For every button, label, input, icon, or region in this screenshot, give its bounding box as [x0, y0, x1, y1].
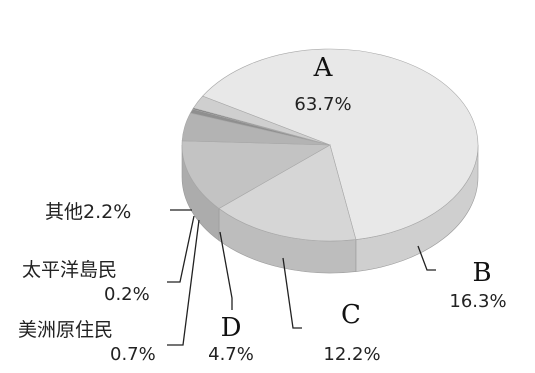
slice-value-d: 4.7% — [208, 344, 254, 365]
slice-label-a: A — [313, 53, 334, 83]
slice-value-other: 2.2% — [83, 201, 131, 223]
slice-value-a: 63.7% — [294, 94, 351, 115]
slice-label-other: 其他2.2% — [45, 201, 131, 223]
slice-label-pacific: 太平洋島民 — [22, 259, 117, 281]
slice-value-b: 16.3% — [449, 291, 506, 312]
leader-line-c — [282, 257, 302, 329]
slice-label-b: B — [472, 258, 491, 288]
slice-label-c: C — [341, 300, 361, 330]
leader-line-b — [417, 245, 436, 271]
slice-label-amerindian: 美洲原住民 — [18, 319, 113, 341]
slice-label-d: D — [221, 313, 242, 343]
pie-slice-B — [218, 144, 357, 242]
leader-line-amerindian — [167, 219, 200, 346]
pie-tops — [181, 48, 479, 242]
pie-sides — [181, 144, 479, 274]
pie-slice-other — [192, 95, 331, 146]
leader-line-pacific — [167, 215, 195, 283]
pie-slice-A — [202, 48, 479, 240]
slice-value-pacific: 0.2% — [104, 284, 150, 305]
slice-value-c: 12.2% — [323, 344, 380, 365]
pie-slice-C — [181, 140, 332, 209]
slice-value-amerindian: 0.7% — [110, 344, 156, 365]
leader-line-d — [219, 231, 233, 310]
slice-label-other-name: 其他 — [45, 201, 83, 223]
